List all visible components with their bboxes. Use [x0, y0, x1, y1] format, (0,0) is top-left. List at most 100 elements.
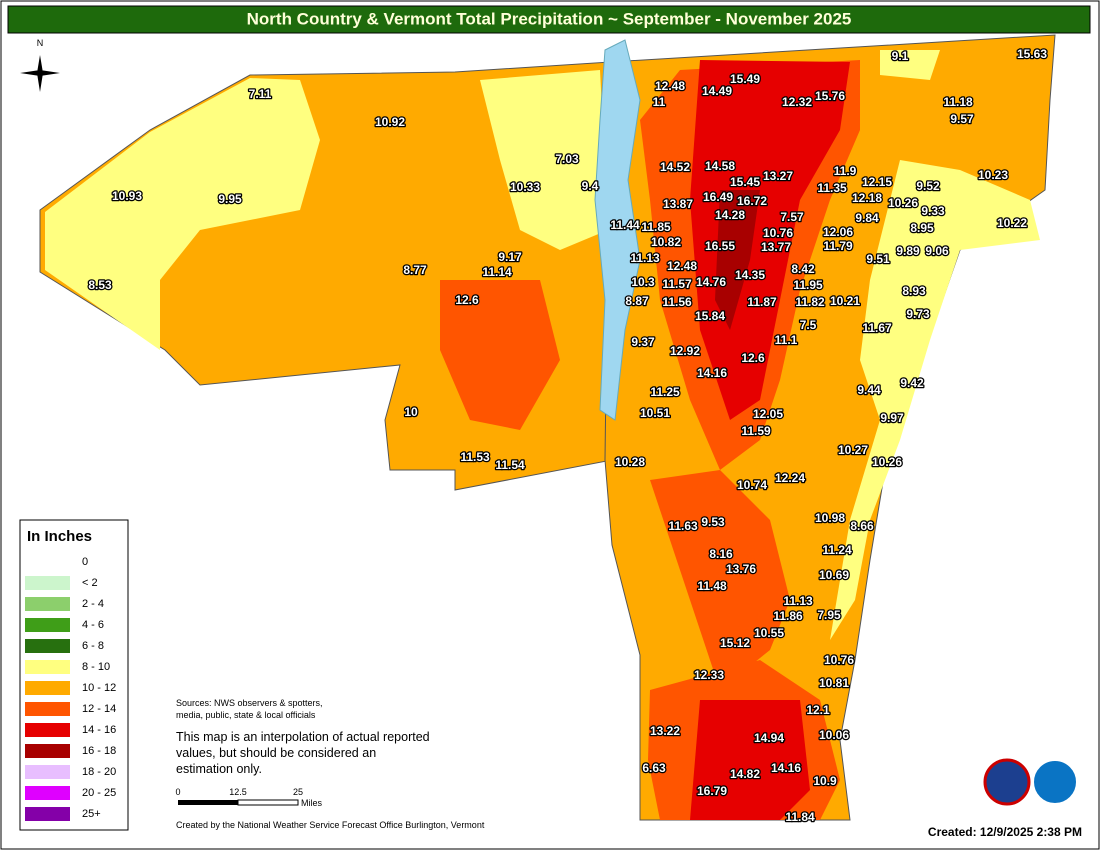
- station-value: 12.92: [670, 344, 700, 358]
- station-value: 12.1: [806, 703, 830, 717]
- station-value: 14.16: [697, 366, 727, 380]
- station-value: 15.63: [1017, 47, 1047, 61]
- station-value: 10: [404, 405, 418, 419]
- scale-unit: Miles: [301, 798, 323, 808]
- station-value: 11.13: [783, 594, 813, 608]
- dry-area: [480, 70, 608, 250]
- noaa-logo: [1032, 759, 1078, 805]
- station-value: 11.9: [834, 164, 857, 178]
- wet-area: [690, 700, 810, 820]
- station-value: 10.06: [819, 728, 849, 742]
- station-value: 13.77: [761, 240, 791, 254]
- legend-label: 8 - 10: [82, 661, 110, 673]
- legend-label: 4 - 6: [82, 619, 104, 631]
- station-value: 7.03: [555, 152, 579, 166]
- scale-label: 0: [175, 787, 180, 797]
- legend-label: 25+: [82, 808, 101, 820]
- station-value: 9.95: [218, 192, 242, 206]
- map-title: North Country & Vermont Total Precipitat…: [247, 9, 852, 28]
- station-value: 12.18: [852, 191, 882, 205]
- legend-swatch: [25, 618, 70, 632]
- station-value: 11.56: [662, 295, 692, 309]
- station-value: 12.48: [655, 79, 685, 93]
- station-value: 9.44: [857, 383, 881, 397]
- legend-label: 14 - 16: [82, 724, 116, 736]
- station-value: 15.12: [720, 636, 750, 650]
- station-value: 10.22: [997, 216, 1027, 230]
- station-value: 10.27: [838, 443, 868, 457]
- station-value: 9.42: [900, 376, 924, 390]
- station-value: 9.84: [855, 211, 879, 225]
- station-value: 9.33: [921, 204, 945, 218]
- station-value: 12.32: [782, 95, 812, 109]
- disclaimer: estimation only.: [176, 762, 262, 776]
- station-value: 12.6: [741, 351, 765, 365]
- station-value: 9.06: [925, 244, 949, 258]
- station-value: 9.51: [866, 252, 890, 266]
- station-value: 10.82: [651, 235, 681, 249]
- station-value: 12.24: [775, 471, 805, 485]
- sources: Sources: NWS observers & spotters,: [176, 698, 323, 708]
- station-value: 10.51: [640, 406, 670, 420]
- station-value: 9.52: [916, 179, 940, 193]
- station-value: 12.05: [753, 407, 783, 421]
- legend-box: [19, 519, 129, 831]
- disclaimer: values, but should be considered an: [176, 746, 376, 760]
- station-value: 13.27: [763, 169, 793, 183]
- station-value: 10.93: [112, 189, 142, 203]
- station-value: 14.52: [660, 160, 690, 174]
- station-value: 8.87: [625, 294, 649, 308]
- legend-swatch: [25, 765, 70, 779]
- station-value: 11.87: [747, 295, 777, 309]
- dry-area: [830, 50, 1040, 640]
- station-value: 10.21: [830, 294, 860, 308]
- scale-bar: [237, 799, 299, 806]
- station-value: 14.49: [702, 84, 732, 98]
- station-value: 14.16: [771, 761, 801, 775]
- station-value: 11.25: [650, 385, 680, 399]
- legend-swatch: [25, 576, 70, 590]
- credit: Created by the National Weather Service …: [176, 820, 485, 830]
- station-value: 9.53: [701, 515, 725, 529]
- lake-champlain: [594, 39, 641, 421]
- legend-swatch: [25, 744, 70, 758]
- station-value: 10.92: [375, 115, 405, 129]
- station-value: 11.57: [662, 277, 692, 291]
- station-value: 8.77: [403, 263, 427, 277]
- legend-label: 2 - 4: [82, 598, 104, 610]
- station-value: 16.79: [697, 784, 727, 798]
- station-value: 11.18: [943, 95, 973, 109]
- station-value: 14.58: [705, 159, 735, 173]
- station-value: 12.48: [667, 259, 697, 273]
- station-value: 10.98: [815, 511, 845, 525]
- station-value: 15.84: [695, 309, 725, 323]
- station-value: 15.49: [730, 72, 760, 86]
- station-value: 11.85: [641, 220, 671, 234]
- legend-label: 0: [82, 556, 88, 568]
- station-value: 9.1: [892, 49, 909, 63]
- station-value: 10.28: [615, 455, 645, 469]
- legend-swatch: [25, 597, 70, 611]
- notes: Sources: NWS observers & spotters, media…: [175, 698, 1082, 839]
- station-value: 11.24: [822, 543, 852, 557]
- station-value: 10.26: [872, 455, 902, 469]
- station-value: 11.48: [697, 579, 727, 593]
- station-value: 11.63: [668, 519, 698, 533]
- station-value: 11.95: [793, 278, 823, 292]
- station-value: 13.87: [663, 197, 693, 211]
- station-value: 14.35: [735, 268, 765, 282]
- legend-label: 6 - 8: [82, 640, 104, 652]
- scale-label: 25: [293, 787, 303, 797]
- station-value: 8.53: [88, 278, 112, 292]
- nws-logo: [983, 758, 1031, 806]
- station-value: 10.74: [737, 478, 767, 492]
- station-value: 14.28: [715, 208, 745, 222]
- station-value: 15.76: [815, 89, 845, 103]
- station-value: 7.11: [249, 87, 272, 101]
- station-value: 16.72: [737, 194, 767, 208]
- station-value: 15.45: [730, 175, 760, 189]
- station-value: 11.59: [741, 424, 771, 438]
- compass-rose: [20, 55, 60, 92]
- station-value: 7.95: [817, 608, 841, 622]
